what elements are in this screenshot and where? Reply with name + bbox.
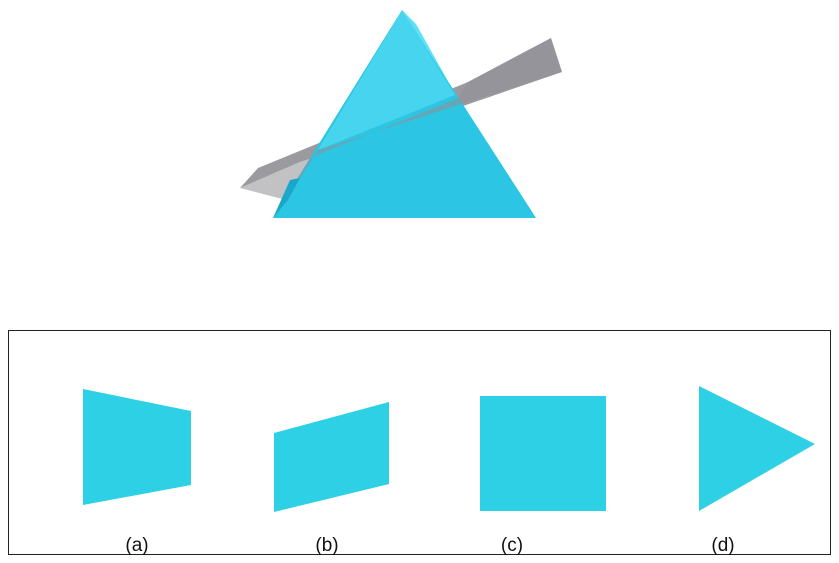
prism-upper-face <box>318 10 455 150</box>
prism-left-shadow <box>273 178 300 218</box>
answer-options-shapes <box>83 386 815 512</box>
option-d-triangle[interactable] <box>699 386 815 511</box>
option-c-square[interactable] <box>480 396 606 511</box>
option-b-parallelogram[interactable] <box>274 402 389 512</box>
option-a-trapezoid[interactable] <box>83 389 191 505</box>
option-c-label: (c) <box>500 535 524 556</box>
option-b-label: (b) <box>315 535 339 556</box>
prism-illustration <box>240 10 562 218</box>
cutting-plane-front <box>240 38 562 200</box>
answer-options-panel: (a) (b) (c) (d) <box>8 330 831 556</box>
option-a-label: (a) <box>125 535 149 556</box>
option-d-label: (d) <box>711 535 735 556</box>
prism-figure <box>240 10 562 218</box>
